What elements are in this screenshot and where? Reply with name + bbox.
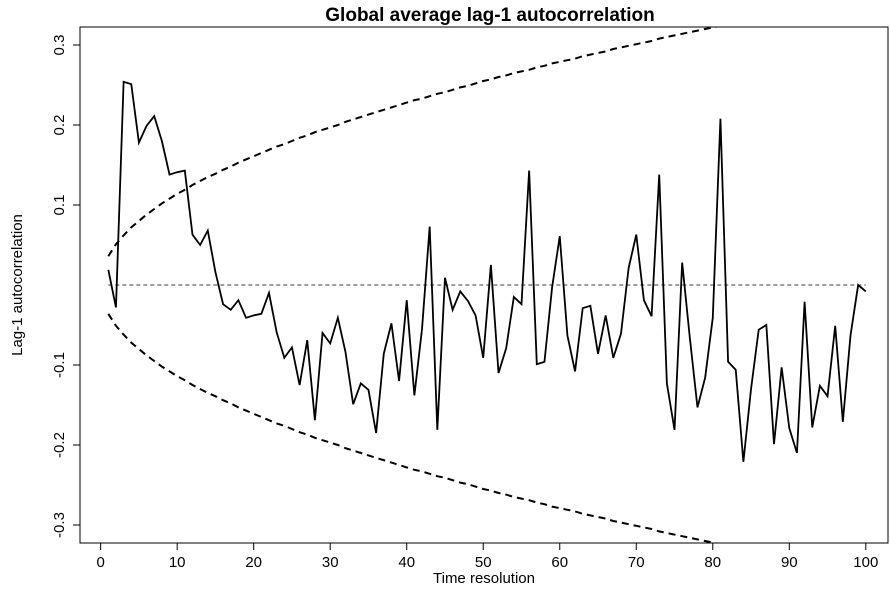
- x-tick-label: 10: [169, 554, 186, 571]
- bound-line: [107, 313, 720, 543]
- y-axis-label: Lag-1 autocorrelation: [9, 214, 26, 356]
- y-tick-label: -0.2: [51, 432, 68, 458]
- plot-frame: [79, 26, 889, 544]
- y-tick-label: 0.1: [51, 195, 68, 216]
- x-tick-label: 30: [322, 554, 339, 571]
- y-tick-label: 0.3: [51, 35, 68, 56]
- x-tick-label: 70: [628, 554, 645, 571]
- plot-area: [107, 27, 867, 543]
- chart-title: Global average lag-1 autocorrelation: [325, 5, 654, 26]
- x-tick-label: 50: [475, 554, 492, 571]
- x-tick-label: 60: [551, 554, 568, 571]
- x-tick-label: 100: [853, 554, 878, 571]
- x-tick-label: 0: [96, 554, 104, 571]
- x-tick-label: 80: [704, 554, 721, 571]
- y-tick-label: 0.2: [51, 115, 68, 136]
- bound-line: [107, 27, 720, 257]
- x-tick-label: 20: [245, 554, 262, 571]
- data-line: [107, 80, 867, 462]
- y-tick-label: -0.3: [51, 512, 68, 538]
- x-tick-label: 40: [398, 554, 415, 571]
- y-tick-label: -0.1: [51, 352, 68, 378]
- x-tick-label: 90: [781, 554, 798, 571]
- x-axis-label: Time resolution: [433, 570, 535, 587]
